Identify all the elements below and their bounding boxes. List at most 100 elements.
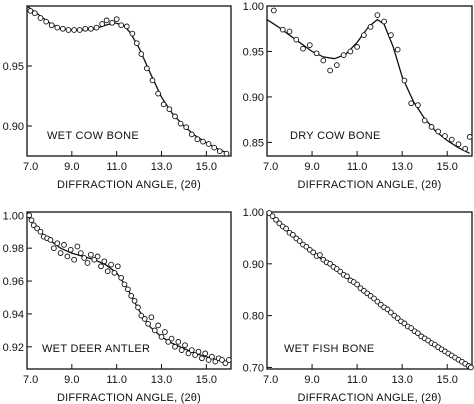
data-point — [219, 357, 225, 363]
x-tick-label: 15.0 — [437, 161, 458, 173]
data-point — [37, 228, 44, 235]
data-point — [166, 106, 173, 113]
data-point — [205, 141, 212, 147]
data-point — [114, 263, 121, 270]
data-point — [123, 23, 130, 30]
data-point — [165, 339, 172, 345]
data-point — [118, 274, 125, 281]
data-point — [194, 136, 201, 143]
data-point — [340, 52, 347, 58]
data-point — [199, 355, 205, 362]
data-point — [172, 343, 178, 350]
data-point — [160, 101, 167, 108]
data-point — [151, 327, 158, 334]
data-point — [71, 27, 77, 33]
x-tick-label: 9.0 — [64, 161, 79, 173]
data-point — [468, 364, 474, 371]
data-point — [183, 124, 190, 131]
data-point — [76, 27, 83, 33]
data-point — [415, 330, 421, 337]
data-point — [81, 255, 88, 261]
y-tick-label: 1.00 — [3, 210, 24, 222]
panel-annotation: WET COW BONE — [47, 130, 139, 142]
data-point — [317, 252, 323, 258]
data-point — [300, 45, 306, 52]
data-point — [61, 242, 67, 248]
data-point — [158, 334, 165, 340]
data-point — [327, 260, 333, 267]
data-point — [205, 357, 212, 363]
y-tick-label: 0.96 — [3, 276, 24, 288]
x-tick-label: 11.0 — [106, 161, 127, 173]
data-point — [118, 22, 125, 29]
data-point — [144, 65, 150, 72]
data-point — [381, 18, 387, 25]
y-tick-label: 0.90 — [243, 259, 264, 271]
y-tick-label: 0.94 — [3, 309, 24, 321]
data-point — [131, 297, 138, 304]
data-point — [94, 253, 101, 260]
x-axis-label: DIFFRACTION ANGLE, (2θ) — [298, 179, 442, 191]
data-point — [333, 62, 340, 68]
panel-annotation: DRY COW BONE — [290, 130, 381, 142]
x-tick-label: 11.0 — [106, 374, 127, 386]
data-point — [421, 117, 428, 124]
data-point — [47, 237, 54, 243]
y-tick-label: 0.95 — [3, 61, 24, 73]
data-point — [337, 268, 344, 275]
panel-annotation: WET FISH BONE — [284, 343, 374, 355]
data-point — [108, 261, 114, 268]
data-point — [26, 212, 33, 219]
data-point — [223, 150, 230, 157]
data-point — [361, 32, 367, 38]
plot-frame — [266, 5, 473, 157]
x-tick-label: 7.0 — [23, 374, 38, 386]
data-point — [71, 256, 77, 263]
data-point — [82, 25, 89, 32]
data-point — [48, 22, 55, 29]
x-tick-label: 7.0 — [263, 374, 278, 386]
data-point — [93, 24, 100, 31]
y-tick-label: 0.92 — [3, 342, 24, 354]
panel-annotation: WET DEER ANTLER — [42, 343, 150, 355]
data-point — [354, 44, 360, 50]
plot-frame — [26, 211, 232, 370]
data-point — [347, 48, 354, 55]
x-axis-label: DIFFRACTION ANGLE, (2θ) — [298, 392, 442, 404]
data-point — [374, 298, 381, 305]
data-point — [283, 225, 289, 232]
y-tick-label: 0.80 — [243, 311, 264, 323]
x-tick-label: 11.0 — [347, 161, 368, 173]
data-point — [384, 306, 391, 313]
data-point — [273, 216, 279, 223]
data-point — [91, 256, 98, 263]
data-point — [111, 269, 118, 276]
data-point — [270, 7, 277, 14]
data-point — [77, 250, 84, 256]
data-point — [293, 36, 300, 43]
x-tick-label: 9.0 — [64, 374, 79, 386]
data-point — [129, 30, 136, 37]
data-point — [428, 124, 435, 130]
data-point — [415, 102, 421, 108]
data-point — [30, 222, 37, 229]
data-point — [442, 133, 448, 139]
x-tick-label: 13.0 — [391, 374, 412, 386]
data-point — [37, 15, 44, 21]
data-point — [388, 32, 394, 38]
x-tick-label: 15.0 — [196, 161, 217, 173]
data-point — [200, 138, 206, 145]
y-tick-label: 0.90 — [243, 92, 264, 104]
data-point — [276, 220, 283, 227]
data-point — [269, 213, 276, 219]
data-point — [121, 281, 128, 288]
data-point — [98, 263, 104, 270]
data-point — [88, 25, 94, 32]
data-point — [27, 7, 34, 14]
data-point — [185, 350, 192, 357]
data-point — [344, 273, 350, 280]
data-point — [64, 253, 71, 260]
data-point — [408, 325, 415, 331]
data-point — [155, 90, 161, 97]
